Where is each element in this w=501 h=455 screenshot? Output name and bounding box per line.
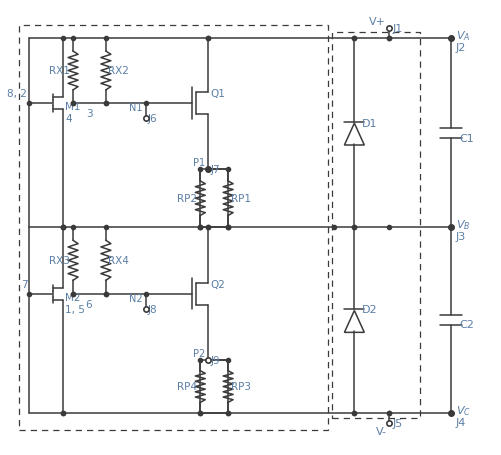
Text: J9: J9: [210, 355, 220, 365]
Text: J1: J1: [392, 24, 402, 34]
Text: N2: N2: [129, 293, 143, 303]
Text: RP1: RP1: [231, 194, 251, 204]
Text: V-: V-: [376, 426, 387, 436]
Text: $V_A$: $V_A$: [456, 29, 470, 43]
Bar: [20, 26, 328, 430]
Text: J8: J8: [148, 304, 157, 314]
Text: 8, 2: 8, 2: [8, 89, 28, 99]
Text: P1: P1: [193, 158, 205, 168]
Text: M1: M1: [65, 101, 81, 111]
Bar: [333, 33, 420, 418]
Text: J2: J2: [456, 43, 466, 53]
Text: $V_B$: $V_B$: [456, 217, 470, 232]
Text: RP3: RP3: [231, 381, 251, 391]
Text: C1: C1: [460, 133, 474, 143]
Text: $V_C$: $V_C$: [456, 403, 471, 417]
Text: J3: J3: [456, 232, 466, 242]
Text: J5: J5: [392, 418, 402, 428]
Text: 3: 3: [86, 108, 92, 118]
Text: D2: D2: [362, 305, 378, 315]
Text: J7: J7: [210, 165, 220, 175]
Text: M2: M2: [65, 292, 81, 302]
Text: RX4: RX4: [108, 255, 129, 265]
Text: V+: V+: [369, 17, 386, 27]
Text: J6: J6: [148, 113, 157, 123]
Text: Q1: Q1: [210, 89, 225, 99]
Text: 4: 4: [65, 113, 72, 123]
Text: N1: N1: [129, 102, 143, 112]
Text: P2: P2: [193, 349, 205, 359]
Text: RX2: RX2: [108, 66, 129, 76]
Text: 1, 5: 1, 5: [65, 304, 85, 314]
Text: 6: 6: [86, 299, 92, 309]
Text: 7: 7: [21, 279, 28, 289]
Text: J4: J4: [456, 417, 466, 427]
Text: D1: D1: [362, 118, 378, 128]
Text: RX1: RX1: [49, 66, 70, 76]
Text: RP4: RP4: [177, 381, 197, 391]
Text: C2: C2: [460, 320, 474, 330]
Text: RP2: RP2: [177, 194, 197, 204]
Text: RX3: RX3: [49, 255, 70, 265]
Text: Q2: Q2: [210, 279, 225, 289]
